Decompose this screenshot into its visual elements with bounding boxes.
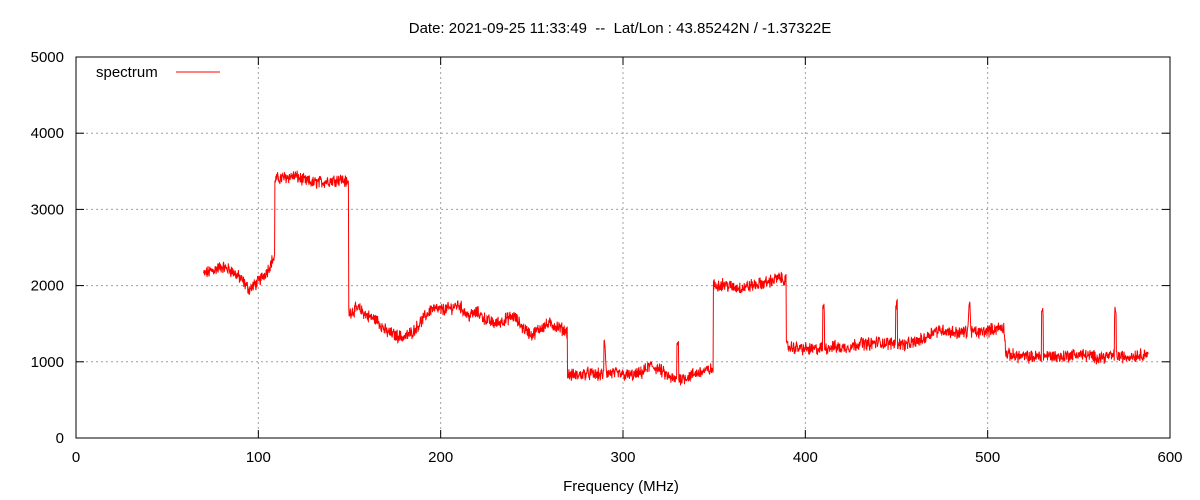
x-tick-label: 500 bbox=[975, 449, 1000, 466]
y-tick-label: 0 bbox=[56, 430, 64, 447]
axis-ticks: 0 100 200 300 400 500 600 0 1000 2000 3000 4000 5000 bbox=[31, 49, 1183, 466]
series-spectrum bbox=[203, 170, 1149, 386]
x-tick-label: 200 bbox=[428, 449, 453, 466]
legend-label: spectrum bbox=[96, 64, 158, 81]
legend: spectrum bbox=[96, 64, 220, 81]
x-tick-label: 300 bbox=[610, 449, 635, 466]
y-tick-label: 2000 bbox=[31, 278, 64, 295]
y-tick-label: 3000 bbox=[31, 201, 64, 218]
y-tick-label: 1000 bbox=[31, 354, 64, 371]
y-tick-label: 5000 bbox=[31, 49, 64, 66]
x-tick-label: 400 bbox=[793, 449, 818, 466]
x-tick-label: 0 bbox=[72, 449, 80, 466]
x-tick-label: 100 bbox=[246, 449, 271, 466]
chart-title: Date: 2021-09-25 11:33:49 -- Lat/Lon : 4… bbox=[409, 20, 832, 37]
x-axis-label: Frequency (MHz) bbox=[563, 478, 679, 495]
x-tick-label: 600 bbox=[1157, 449, 1182, 466]
series-line-spectrum bbox=[203, 170, 1149, 386]
grid-lines bbox=[76, 57, 1170, 438]
y-tick-label: 4000 bbox=[31, 125, 64, 142]
